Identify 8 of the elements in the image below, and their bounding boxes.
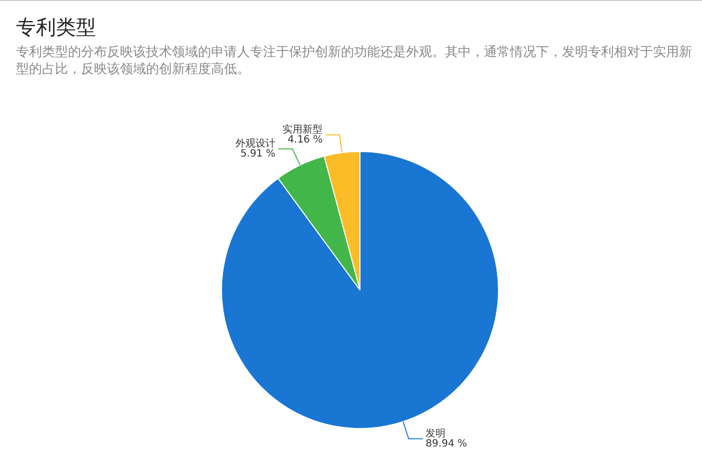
slice-label: 外观设计 bbox=[235, 137, 276, 150]
data-label: 89.94 % bbox=[426, 438, 467, 450]
slice-label: 实用新型 bbox=[282, 123, 323, 136]
text: 专利类型 bbox=[16, 14, 96, 41]
chart-subtitle: 专利类型的分布反映该技术领域的申请人专注于保护创新的功能还是外观。其中，通常情况下，发明专利相对于实用新型的占比，反映该领域的创新程度高低。 bbox=[16, 44, 693, 78]
data-label: 4.16 % bbox=[288, 134, 323, 146]
data-label: 5.91 % bbox=[240, 148, 276, 160]
slice-label: 发明 bbox=[426, 428, 446, 440]
